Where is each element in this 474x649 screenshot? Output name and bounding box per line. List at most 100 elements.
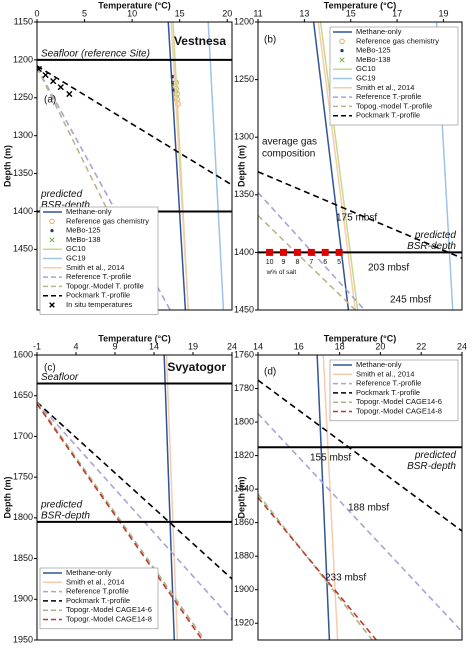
x-tick-label: 11 <box>253 8 262 18</box>
x-tick-label: 4 <box>73 341 78 351</box>
x-tick-label: 16 <box>294 341 304 351</box>
legend-label: Reference T.-profile <box>356 92 421 101</box>
y-tick-label: 1350 <box>234 189 254 199</box>
legend-label: Smith et al., 2014 <box>66 577 124 586</box>
legend-label: Reference T.profile <box>66 587 129 596</box>
x-tick-label: 15 <box>175 8 185 18</box>
y-axis-label: Depth (m) <box>2 145 12 187</box>
reference-label: predicted <box>40 189 83 200</box>
x-tick-label: 20 <box>222 8 232 18</box>
y-tick-label: 1300 <box>13 130 33 140</box>
marker <box>339 57 345 63</box>
marker <box>49 237 55 243</box>
panel-label: (c) <box>44 363 56 374</box>
salt-label: 8 <box>295 259 299 266</box>
panel-title: Vestnesa <box>174 34 226 48</box>
panel-label: (b) <box>264 35 276 46</box>
x-tick-label: -1 <box>33 341 41 351</box>
legend-label: Pockmark T.-profile <box>66 596 130 605</box>
x-tick-label: 24 <box>457 341 467 351</box>
y-tick-label: 1760 <box>234 349 254 359</box>
y-tick-label: 1840 <box>234 483 254 493</box>
y-tick-label: 1250 <box>234 74 254 84</box>
x-tick-label: 14 <box>149 341 159 351</box>
x-tick-label: 18 <box>335 341 345 351</box>
series-line <box>258 496 377 640</box>
y-tick-label: 1800 <box>13 512 33 522</box>
y-tick-label: 1820 <box>234 450 254 460</box>
legend-label: GC10 <box>356 64 376 73</box>
y-tick-label: 1400 <box>234 247 254 257</box>
legend-label: GC10 <box>66 244 86 253</box>
x-axis-label: Temperature (°C) <box>98 333 170 343</box>
y-axis-label: Depth (m) <box>2 477 12 519</box>
y-axis-label: Depth (m) <box>236 145 246 187</box>
legend-label: Reference gas chemistry <box>356 36 439 45</box>
series-line <box>37 401 232 621</box>
y-tick-label: 1650 <box>13 390 33 400</box>
legend-box <box>329 359 459 422</box>
legend-label: Topog.-model T.-profile <box>356 101 432 110</box>
x-axis-label: Temperature (°C) <box>98 0 170 10</box>
y-axis-label: Depth (m) <box>236 477 246 519</box>
series-line <box>312 22 350 310</box>
plot-frame <box>36 354 233 641</box>
x-tick-label: 10 <box>127 8 137 18</box>
y-tick-label: 1400 <box>13 206 33 216</box>
reference-label: predicted <box>40 500 83 511</box>
legend-label: Topogr.-Model CAGE14-8 <box>66 614 152 623</box>
y-tick-label: 1800 <box>234 416 254 426</box>
y-tick-label: 1850 <box>13 553 33 563</box>
y-tick-label: 1200 <box>234 16 254 26</box>
salt-label: 7 <box>309 259 313 266</box>
reference-label: predicted <box>414 230 457 241</box>
y-tick-label: 1350 <box>13 168 33 178</box>
legend-label: Topogr.-Model CAGE14-8 <box>356 406 442 415</box>
series-line <box>258 191 366 310</box>
annotation: 175 mbsf <box>336 213 377 224</box>
x-tick-label: 19 <box>188 341 198 351</box>
plot-frame <box>257 21 463 311</box>
y-tick-label: 1300 <box>234 132 254 142</box>
legend-label: GC19 <box>66 253 86 262</box>
y-tick-label: 1250 <box>13 92 33 102</box>
marker <box>50 78 57 85</box>
y-tick-label: 1750 <box>13 472 33 482</box>
x-tick-label: 24 <box>227 341 237 351</box>
x-tick-label: 15 <box>346 8 356 18</box>
reference-label: Seafloor <box>41 372 79 383</box>
series-line <box>207 22 225 310</box>
series-line <box>258 214 356 310</box>
legend-label: MeBo-138 <box>66 235 101 244</box>
y-tick-label: 1200 <box>13 54 33 64</box>
series-line <box>319 22 359 310</box>
x-tick-label: 13 <box>299 8 309 18</box>
marker <box>307 248 315 256</box>
annotation: 188 mbsf <box>348 503 389 514</box>
series-line <box>37 65 232 186</box>
reference-label: BSR-depth <box>407 241 456 252</box>
series-line <box>258 171 462 259</box>
series-line <box>165 355 179 640</box>
x-tick-label: 5 <box>82 8 87 18</box>
marker <box>50 228 54 233</box>
annotation: composition <box>262 149 315 160</box>
x-axis-label: Temperature (°C) <box>324 0 396 10</box>
series-line <box>163 355 176 640</box>
reference-label: BSR-depth <box>41 511 90 522</box>
y-tick-label: 1700 <box>13 431 33 441</box>
x-tick-label: 20 <box>375 341 385 351</box>
marker <box>57 84 64 91</box>
legend-label: Topogr.-Model T. profile <box>66 281 144 290</box>
marker <box>339 38 345 45</box>
y-tick-label: 1900 <box>234 584 254 594</box>
series-line <box>37 401 232 580</box>
reference-label: predicted <box>414 450 457 461</box>
x-tick-label: 9 <box>112 341 117 351</box>
legend-label: GC19 <box>356 73 376 82</box>
legend-label: Methane-only <box>66 207 112 216</box>
marker <box>335 248 343 256</box>
y-tick-label: 1450 <box>13 244 33 254</box>
marker <box>321 248 329 256</box>
